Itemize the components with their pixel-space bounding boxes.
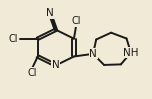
Text: Cl: Cl — [27, 68, 36, 78]
Text: N: N — [52, 60, 60, 70]
Text: N: N — [46, 8, 54, 18]
Text: N: N — [89, 49, 97, 59]
Text: Cl: Cl — [71, 16, 81, 26]
Text: Cl: Cl — [8, 34, 18, 44]
Text: NH: NH — [123, 48, 139, 58]
